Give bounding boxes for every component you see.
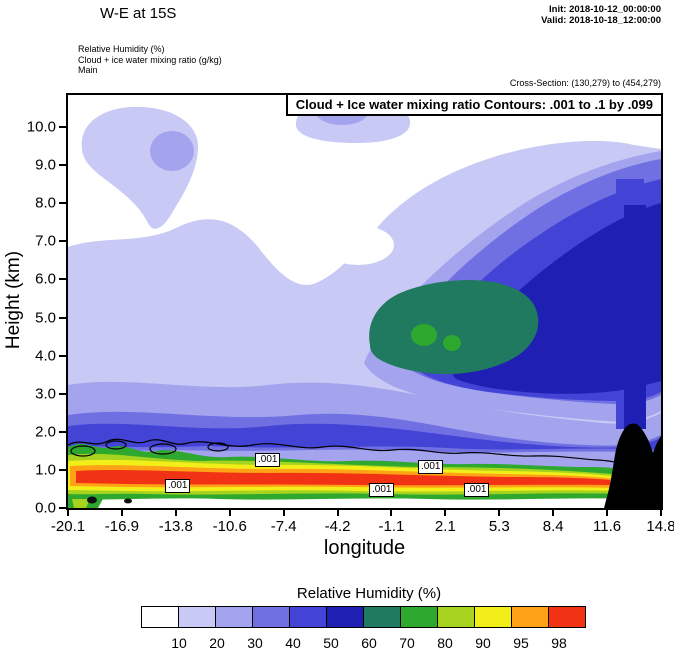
- x-tick-label: -10.6: [212, 518, 247, 535]
- legend-swatch: [252, 606, 290, 628]
- legend-tick-label: 40: [285, 635, 301, 651]
- field-label-relative-humidity: Relative Humidity (%): [78, 44, 165, 54]
- humid-core-spot: [443, 335, 461, 351]
- legend-swatch: [548, 606, 586, 628]
- legend-title: Relative Humidity (%): [296, 585, 442, 602]
- contour-label: .001: [165, 479, 191, 493]
- y-tick-label: 9.0: [35, 156, 56, 174]
- legend-swatch: [178, 606, 216, 628]
- x-tick-mark: [498, 509, 501, 516]
- contour-label: .001: [255, 453, 281, 467]
- legend-tick-label: 10: [171, 635, 187, 651]
- contour-label: .001: [418, 460, 444, 474]
- x-tick-label: -16.9: [104, 518, 140, 535]
- x-tick-mark: [67, 509, 69, 516]
- x-axis-title: longitude: [323, 537, 406, 559]
- legend-swatch: [400, 606, 438, 628]
- x-tick-label: -20.1: [50, 518, 86, 535]
- y-tick-mark: [59, 392, 66, 395]
- legend-tick-label: 70: [399, 635, 415, 651]
- legend-tick-label: 50: [323, 635, 339, 651]
- y-tick-mark: [59, 468, 66, 471]
- legend-swatch: [363, 606, 401, 628]
- x-tick-label: 2.1: [434, 518, 456, 535]
- y-tick-label: 7.0: [35, 232, 56, 250]
- y-tick-mark: [59, 316, 66, 319]
- legend-tick-label: 60: [361, 635, 377, 651]
- x-tick-mark: [120, 509, 123, 516]
- y-tick-mark: [59, 126, 66, 128]
- y-tick-label: 4.0: [35, 347, 56, 365]
- legend-swatch: [215, 606, 253, 628]
- x-tick-mark: [660, 509, 662, 516]
- x-tick-label: -1.1: [378, 518, 405, 535]
- legend-swatch: [326, 606, 364, 628]
- init-timestamp: Init: 2018-10-12_00:00:00: [549, 4, 661, 15]
- legend-tick-label: 30: [247, 635, 263, 651]
- contour-plot: [68, 95, 661, 508]
- y-tick-mark: [59, 354, 66, 357]
- cross-section-label: Cross-Section: (130,279) to (454,279): [509, 78, 661, 88]
- field-label-main: Main: [78, 65, 98, 75]
- legend-swatch: [289, 606, 327, 628]
- x-tick-label: 14.8: [646, 518, 674, 535]
- mixing-ratio-contours: [68, 438, 631, 468]
- y-tick-mark: [59, 164, 66, 167]
- terrain-silhouette: [604, 423, 661, 508]
- legend-tick-label: 90: [475, 635, 491, 651]
- legend-tick-label: 80: [437, 635, 453, 651]
- y-tick-label: 0.0: [35, 499, 56, 517]
- y-tick-mark: [59, 202, 66, 205]
- valid-timestamp: Valid: 2018-10-18_12:00:00: [541, 15, 661, 26]
- x-tick-label: 5.3: [488, 518, 510, 535]
- legend-swatch: [437, 606, 475, 628]
- humid-core-region: [369, 280, 539, 375]
- field-label-cloud-ice: Cloud + ice water mixing ratio (g/kg): [78, 54, 222, 65]
- legend-swatch: [474, 606, 512, 628]
- y-tick-label: 10.0: [26, 118, 56, 136]
- legend-swatch: [141, 606, 179, 628]
- x-tick-mark: [390, 509, 393, 516]
- x-tick-label: -7.4: [270, 518, 297, 535]
- y-tick-label: 6.0: [35, 270, 56, 288]
- legend-tick-label: 98: [551, 635, 567, 651]
- contour-label: .001: [464, 483, 490, 497]
- plot-area: Cloud + Ice water mixing ratio Contours:…: [66, 93, 663, 510]
- x-tick-mark: [552, 509, 555, 516]
- y-tick-mark: [59, 278, 66, 281]
- y-tick-label: 1.0: [35, 461, 56, 479]
- legend-swatch: [511, 606, 549, 628]
- legend-tick-label: 95: [513, 635, 529, 651]
- x-tick-label: -4.2: [324, 518, 351, 535]
- x-tick-label: 11.6: [593, 518, 622, 535]
- plot-overlay-title: Cloud + Ice water mixing ratio Contours:…: [285, 93, 663, 116]
- x-tick-mark: [336, 509, 339, 516]
- legend-tick-label: 20: [209, 635, 225, 651]
- x-tick-mark: [282, 509, 285, 516]
- humid-core-spot: [411, 324, 437, 346]
- x-tick-mark: [444, 509, 447, 516]
- y-tick-label: 3.0: [35, 385, 56, 403]
- y-axis-title: Height (km): [3, 250, 24, 350]
- contour-label: .001: [369, 483, 395, 497]
- x-tick-mark: [606, 509, 609, 516]
- y-tick-label: 8.0: [35, 194, 56, 212]
- page-title: W-E at 15S: [100, 5, 177, 22]
- legend-colorbar: [141, 606, 586, 628]
- x-tick-label: -13.8: [158, 518, 193, 535]
- x-tick-mark: [228, 509, 231, 516]
- y-tick-mark: [59, 430, 66, 433]
- y-tick-mark: [59, 507, 66, 509]
- field-list: Relative Humidity (%) Cloud + ice water …: [78, 44, 222, 76]
- legend-tick-labels: 10 20 30 40 50 60 70 80 90 95 98: [0, 635, 674, 655]
- y-tick-label: 5.0: [35, 309, 56, 326]
- y-tick-label: 2.0: [35, 423, 56, 441]
- x-tick-mark: [174, 509, 177, 516]
- x-tick-label: 8.4: [542, 518, 564, 535]
- y-tick-mark: [59, 240, 66, 243]
